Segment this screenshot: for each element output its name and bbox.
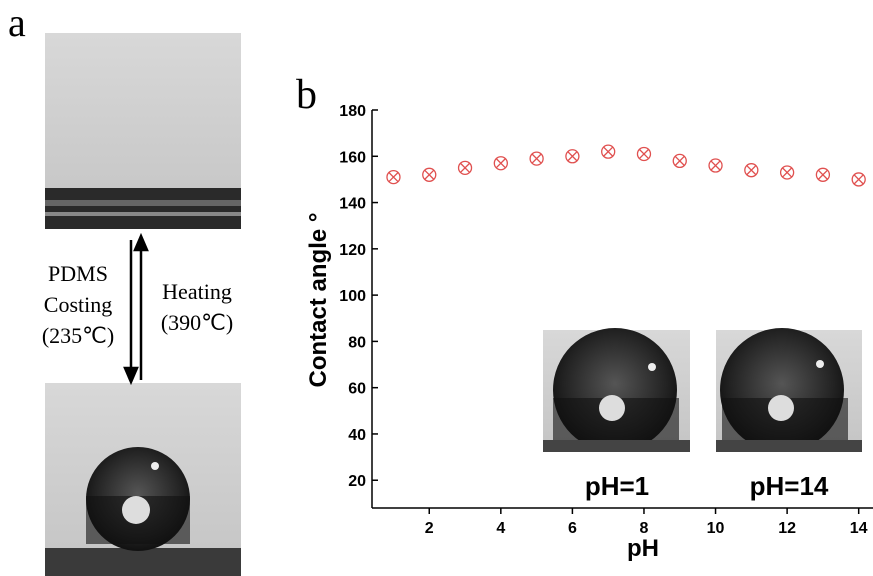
arrow-text: Costing	[44, 292, 112, 317]
y-tick-label: 100	[339, 288, 366, 305]
marker	[601, 144, 616, 159]
x-axis-label: pH	[627, 535, 659, 562]
inset-label: pH=1	[585, 471, 649, 501]
marker	[851, 172, 866, 187]
x-tick-label: 4	[496, 520, 505, 537]
y-tick-label: 120	[339, 242, 366, 259]
marker	[672, 153, 687, 169]
y-axis-label: Contact angle °	[305, 213, 332, 388]
arrow-text: Heating	[162, 279, 232, 304]
y-tick-label: 80	[348, 334, 366, 351]
arrows	[123, 232, 149, 386]
arrow-text: PDMS	[48, 261, 108, 286]
photo-bottom	[45, 383, 241, 576]
inset-label: pH=14	[750, 471, 829, 501]
y-tick-label: 140	[339, 196, 366, 213]
x-tick-label: 14	[850, 520, 868, 537]
marker	[386, 169, 401, 185]
y-tick-label: 60	[348, 381, 366, 398]
inset-2	[716, 328, 862, 452]
marker	[565, 149, 580, 164]
x-tick-label: 12	[778, 520, 796, 537]
marker	[815, 167, 831, 182]
panel-label: b	[296, 72, 317, 118]
x-tick-label: 10	[707, 520, 725, 537]
y-tick-label: 160	[339, 149, 366, 166]
photo-top	[45, 33, 241, 229]
y-tick-label: 180	[339, 103, 366, 120]
inset-1	[543, 328, 690, 452]
marker	[744, 163, 759, 178]
panel-label: a	[8, 0, 26, 45]
marker	[422, 167, 437, 182]
y-tick-label: 20	[348, 473, 366, 490]
x-tick-label: 2	[425, 520, 434, 537]
marker	[779, 165, 795, 180]
y-tick-label: 40	[348, 427, 366, 444]
arrow-text: (390℃)	[161, 310, 233, 335]
marker	[636, 146, 652, 162]
x-tick-label: 6	[568, 520, 577, 537]
arrow-text: (235℃)	[42, 323, 114, 348]
marker	[529, 151, 544, 166]
marker	[493, 156, 508, 171]
marker	[457, 160, 473, 175]
marker	[708, 158, 723, 173]
x-tick-label: 8	[640, 520, 649, 537]
